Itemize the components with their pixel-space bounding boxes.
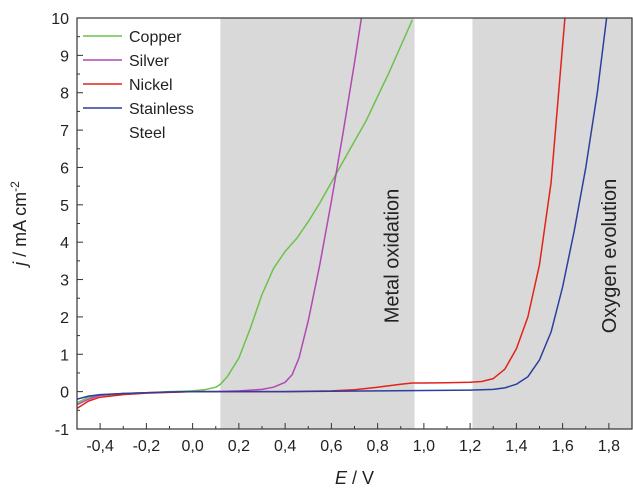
x-tick-label: 0,6 [320,438,342,455]
region-labels: Metal oxidation Oxygen evolution [382,179,621,334]
x-axis-title: E / V [335,468,374,488]
x-tick-label: 1,0 [413,438,435,455]
y-tick-label: 4 [60,235,69,252]
y-axis-unit-exponent: -2 [8,181,22,192]
legend-label-1: Copper [129,29,182,46]
x-axis-unit: / V [347,468,374,488]
x-tick-label: 0,2 [228,438,250,455]
legend-label-3: Nickel [129,77,173,94]
y-axis-variable: j [10,261,30,269]
y-tick-label: 6 [60,160,69,177]
legend-label-2: Silver [129,53,170,70]
y-tick-label: 8 [60,86,69,103]
y-tick-label: 0 [60,385,69,402]
shaded-regions [220,18,632,429]
series-line-4 [77,18,608,400]
y-tick-label: 9 [60,48,69,65]
y-tick-label: -1 [55,422,69,439]
y-axis-unit: / mA cm [10,192,30,262]
y-tick-label: 3 [60,273,69,290]
x-axis-ticks: -0,4 -0,2 0,0 0,2 0,4 0,6 0,8 1,0 1,2 1,4 1,6 1,8 [76,423,633,455]
legend-label-4: Steel [129,125,165,142]
y-tick-label: 10 [51,11,69,28]
x-tick-label: -0,2 [133,438,161,455]
x-tick-label: 1,8 [598,438,620,455]
legend: Copper Silver Nickel Stainless Steel [83,29,194,142]
shaded-region-2 [472,18,632,429]
y-tick-label: 2 [60,310,69,327]
y-axis-title: j / mA cm-2 [8,181,30,269]
y-tick-label: 5 [60,198,69,215]
y-tick-label: 7 [60,123,69,140]
x-tick-label: 1,6 [552,438,574,455]
x-tick-label: 0,4 [274,438,296,455]
x-tick-label: -0,4 [86,438,114,455]
region-label-2: Oxygen evolution [599,179,621,334]
y-axis-ticks: -1 0 1 2 3 4 5 6 7 8 9 10 [51,11,83,439]
x-axis-variable: E [335,468,348,488]
series-lines [77,18,608,410]
x-tick-label: 1,4 [505,438,527,455]
y-tick-label: 1 [60,347,69,364]
x-tick-label: 0,0 [182,438,204,455]
region-label-1: Metal oxidation [382,189,404,324]
x-tick-label: 1,2 [459,438,481,455]
legend-label-4: Stainless [129,101,194,118]
x-tick-label: 0,8 [367,438,389,455]
